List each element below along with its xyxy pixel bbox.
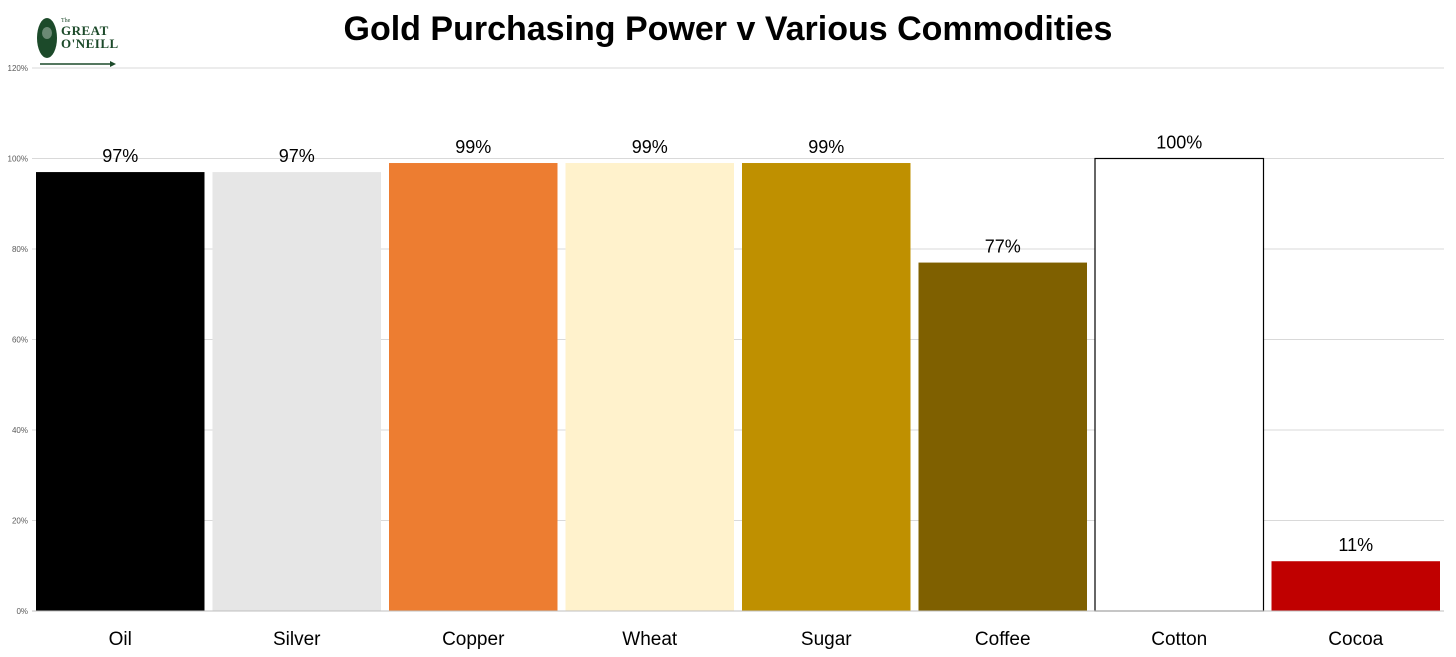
y-tick-label: 120% bbox=[8, 64, 28, 73]
x-tick-label: Oil bbox=[109, 629, 132, 650]
logo-line-3: O'NEILL bbox=[61, 36, 119, 51]
y-axis-ticks: 0% 20% 40% 60% 80% 100% 120% bbox=[8, 64, 28, 616]
x-tick-label: Cocoa bbox=[1328, 629, 1383, 650]
x-tick-label: Copper bbox=[442, 629, 505, 650]
y-tick-label: 20% bbox=[12, 517, 28, 526]
y-tick-label: 60% bbox=[12, 336, 28, 345]
data-label: 100% bbox=[1156, 133, 1202, 153]
data-label: 11% bbox=[1338, 535, 1373, 555]
y-tick-label: 100% bbox=[8, 155, 28, 164]
data-label: 97% bbox=[279, 146, 315, 166]
bar-cocoa bbox=[1271, 561, 1440, 611]
logo-portrait-icon bbox=[37, 18, 116, 67]
bar-wheat bbox=[565, 163, 734, 611]
data-label: 99% bbox=[455, 137, 491, 157]
logo: The GREAT O'NEILL bbox=[36, 16, 119, 72]
logo-line-1: The bbox=[61, 18, 71, 24]
data-label: 97% bbox=[102, 146, 138, 166]
logo-line-2: GREAT bbox=[61, 23, 109, 38]
bar-oil bbox=[36, 172, 205, 611]
data-label: 99% bbox=[632, 137, 668, 157]
x-tick-label: Coffee bbox=[975, 629, 1031, 650]
x-tick-label: Cotton bbox=[1151, 629, 1207, 650]
bar-cotton bbox=[1094, 157, 1265, 612]
y-tick-label: 0% bbox=[16, 607, 28, 616]
x-tick-label: Sugar bbox=[801, 629, 852, 650]
x-tick-label: Wheat bbox=[622, 629, 678, 650]
bars bbox=[36, 157, 1440, 612]
y-tick-label: 40% bbox=[12, 426, 28, 435]
data-labels: 97% 97% 99% 99% 99% 77% 100% 11% bbox=[102, 133, 1373, 556]
data-label: 77% bbox=[985, 237, 1021, 257]
chart-title: Gold Purchasing Power v Various Commodit… bbox=[343, 10, 1113, 48]
bar-sugar bbox=[742, 163, 911, 611]
x-axis-ticks: Oil Silver Copper Wheat Sugar Coffee Cotton Coc… bbox=[109, 629, 1384, 650]
x-tick-label: Silver bbox=[273, 629, 321, 650]
bar-silver bbox=[212, 172, 381, 611]
y-tick-label: 80% bbox=[12, 245, 28, 254]
bar-copper bbox=[389, 163, 558, 611]
bar-coffee bbox=[918, 262, 1087, 611]
data-label: 99% bbox=[808, 137, 844, 157]
logo-text: The GREAT O'NEILL bbox=[61, 18, 119, 50]
